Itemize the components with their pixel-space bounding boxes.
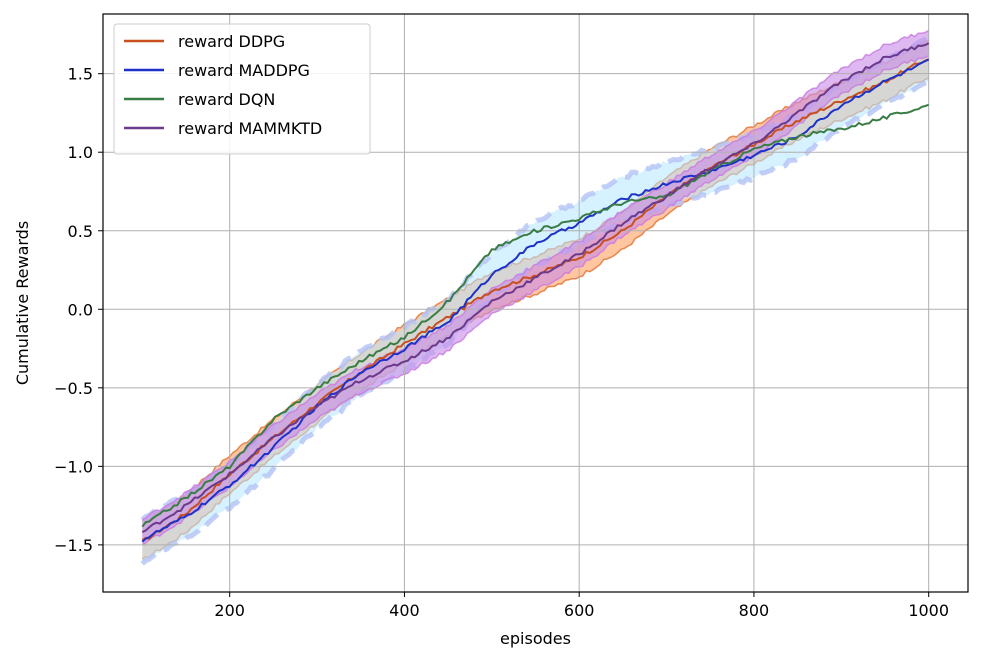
x-axis-label: episodes [500,629,571,648]
series-lines [141,42,930,543]
x-tick-label: 400 [389,601,420,620]
legend-box [113,23,371,155]
plot-frame [102,13,969,593]
y-tick-label: 0.0 [68,300,93,319]
y-tick-label: −1.0 [54,457,93,476]
band-reward-maddpg [142,37,929,564]
legend-label: reward DDPG [178,32,285,51]
y-axis-label: Cumulative Rewards [13,221,32,385]
y-tick-label: −0.5 [54,379,93,398]
band-edge-upper [141,29,930,521]
confidence-bands [140,29,930,566]
legend: reward DDPG reward MADDPG reward DQN reward… [113,23,371,155]
band-reward-mammktd [142,30,929,545]
band-edge-lower [141,55,930,546]
y-tick-label: 0.5 [68,222,93,241]
x-tick-label: 600 [564,601,595,620]
y-tick-label: −1.5 [54,536,93,555]
legend-label: reward DQN [178,90,275,109]
x-tick-label: 200 [214,601,245,620]
y-tick-label: 1.0 [68,143,93,162]
x-tick-label: 800 [739,601,770,620]
series-line-reward-mammktd [141,42,930,533]
x-tick-label: 1000 [908,601,949,620]
axis-ticks: 200 400 600 800 1000 −1.5 −1.0 −0.5 0.0 0.5 1.0 1.5 [54,65,949,620]
series-line-reward-dqn [141,103,930,528]
legend-label: reward MAMMKTD [178,119,322,138]
band-edge-lower [140,79,930,566]
y-tick-label: 1.5 [68,65,93,84]
legend-label: reward MADDPG [178,61,310,80]
grid [103,14,968,592]
